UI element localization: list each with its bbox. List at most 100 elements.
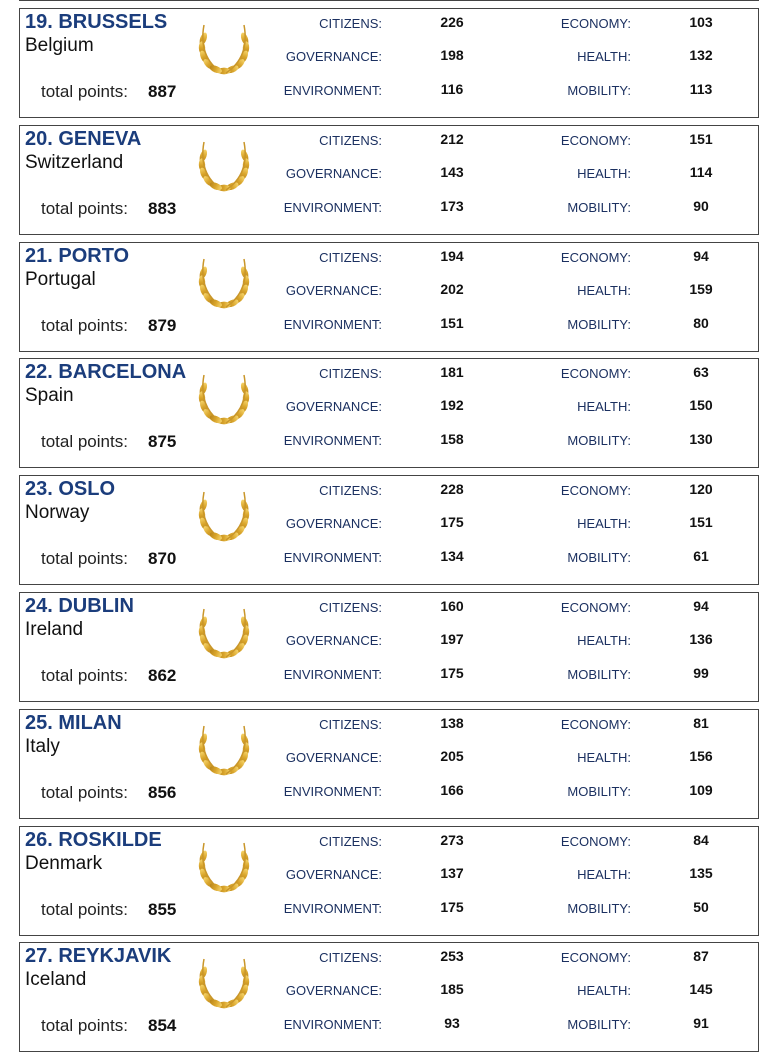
metric-label: HEALTH:	[577, 516, 631, 532]
metric-value: 175	[440, 898, 464, 915]
metric-value: 226	[440, 14, 464, 30]
country: Iceland	[25, 969, 87, 991]
metric-label: GOVERNANCE:	[285, 749, 382, 765]
country: Italy	[25, 735, 60, 757]
metric-value: 273	[440, 831, 464, 848]
country: Spain	[25, 385, 74, 407]
metric-value: 138	[440, 714, 464, 731]
metric-label: ECONOMY:	[560, 950, 631, 966]
metric-value: 228	[440, 481, 464, 498]
total-label: total points:	[41, 315, 128, 335]
city-card: 23. OSLO Norway total points: 870 CITIZENS: 2…	[19, 475, 759, 586]
total-label: total points:	[41, 82, 128, 101]
metric-value: 99	[693, 665, 709, 681]
metric-label: MOBILITY:	[567, 550, 631, 566]
metric-label: ENVIRONMENT:	[283, 1017, 382, 1033]
metric-value: 63	[693, 364, 709, 381]
city-title: 26. ROSKILDE	[25, 828, 162, 851]
metric-label: HEALTH:	[577, 49, 631, 64]
metric-label: HEALTH:	[577, 633, 631, 648]
metric-value: 116	[440, 81, 464, 97]
metric-label: ENVIRONMENT:	[283, 199, 382, 215]
metric-label: HEALTH:	[577, 749, 631, 765]
metric-label: GOVERNANCE:	[285, 516, 382, 532]
metric-label: ECONOMY:	[560, 366, 631, 382]
metric-value: 212	[440, 130, 464, 147]
metric-label: GOVERNANCE:	[285, 866, 382, 882]
metric-value: 135	[689, 864, 713, 881]
metric-label: CITIZENS:	[319, 16, 382, 31]
metric-label: GOVERNANCE:	[285, 165, 382, 181]
previous-card-edge	[19, 0, 759, 1]
city-card: 21. PORTO Portugal total points: 879 CITIZEN…	[19, 241, 759, 352]
total-label: total points:	[41, 198, 128, 218]
metric-value: 134	[440, 548, 464, 565]
metric-label: HEALTH:	[577, 983, 631, 999]
metric-label: ENVIRONMENT:	[283, 316, 382, 332]
metric-value: 197	[440, 631, 464, 647]
metric-label: HEALTH:	[577, 866, 631, 882]
total-value: 887	[148, 82, 177, 101]
metric-label: ENVIRONMENT:	[283, 667, 382, 682]
metric-value: 120	[689, 481, 713, 498]
metric-label: ENVIRONMENT:	[283, 550, 382, 566]
metric-value: 159	[689, 280, 713, 297]
city-title: 24. DUBLIN	[25, 595, 134, 617]
metric-value: 181	[440, 364, 464, 381]
metric-value: 151	[440, 314, 464, 331]
metric-label: CITIZENS:	[319, 483, 382, 499]
metric-label: ECONOMY:	[560, 132, 631, 148]
total-label: total points:	[41, 549, 128, 569]
metric-value: 94	[693, 598, 709, 614]
metric-label: MOBILITY:	[567, 1017, 631, 1033]
metric-value: 205	[440, 747, 464, 764]
metric-label: GOVERNANCE:	[285, 49, 382, 64]
city-card: 26. ROSKILDE Denmark total points: 855 CITIZ…	[19, 825, 759, 936]
metric-label: CITIZENS:	[319, 950, 382, 966]
city-title: 21. PORTO	[25, 244, 130, 267]
metric-value: 253	[440, 948, 464, 965]
metric-label: ECONOMY:	[560, 600, 631, 615]
city-title: 20. GENEVA	[25, 127, 142, 150]
city-card: 22. BARCELONA Spain total points: 875 CITIZE…	[19, 358, 759, 469]
total-value: 875	[148, 432, 177, 452]
metric-label: MOBILITY:	[567, 667, 631, 682]
metric-value: 151	[689, 130, 713, 147]
total-label: total points:	[41, 666, 128, 685]
metric-label: ECONOMY:	[560, 249, 631, 265]
metric-label: CITIZENS:	[319, 600, 382, 615]
metric-label: GOVERNANCE:	[285, 983, 382, 999]
total-value: 855	[148, 899, 177, 919]
metric-value: 61	[693, 548, 709, 565]
metric-value: 198	[440, 47, 464, 63]
country: Denmark	[25, 852, 103, 874]
country: Norway	[25, 502, 90, 524]
city-card: 20. GENEVA Switzerland total points: 883 CIT…	[19, 124, 759, 235]
total-value: 854	[148, 1016, 177, 1036]
city-card: 25. MILAN Italy total points: 856 CITIZENS: 1…	[19, 708, 759, 819]
city-title: 25. MILAN	[25, 711, 122, 734]
city-card: 19. BRUSSELS Belgium total points: 887 CITIZ…	[19, 8, 759, 118]
metric-value: 87	[693, 948, 709, 965]
metric-label: CITIZENS:	[319, 833, 382, 849]
city-title: 23. OSLO	[25, 478, 116, 501]
total-label: total points:	[41, 1016, 128, 1036]
metric-value: 150	[689, 397, 713, 414]
metric-value: 113	[689, 81, 713, 97]
metric-label: HEALTH:	[577, 165, 631, 181]
metric-value: 194	[440, 247, 464, 264]
city-card: 24. DUBLIN Ireland total points: 862 CITIZEN…	[19, 592, 759, 702]
metric-value: 84	[693, 831, 709, 848]
metric-label: ENVIRONMENT:	[283, 783, 382, 799]
metric-value: 80	[693, 314, 709, 331]
metric-value: 130	[689, 431, 713, 448]
metric-value: 202	[440, 280, 464, 297]
total-value: 870	[148, 549, 177, 569]
total-value: 879	[148, 315, 177, 335]
metric-label: CITIZENS:	[319, 366, 382, 382]
metric-value: 160	[440, 598, 464, 614]
metric-label: CITIZENS:	[319, 249, 382, 265]
metric-value: 94	[693, 247, 709, 264]
metric-value: 50	[693, 898, 709, 915]
